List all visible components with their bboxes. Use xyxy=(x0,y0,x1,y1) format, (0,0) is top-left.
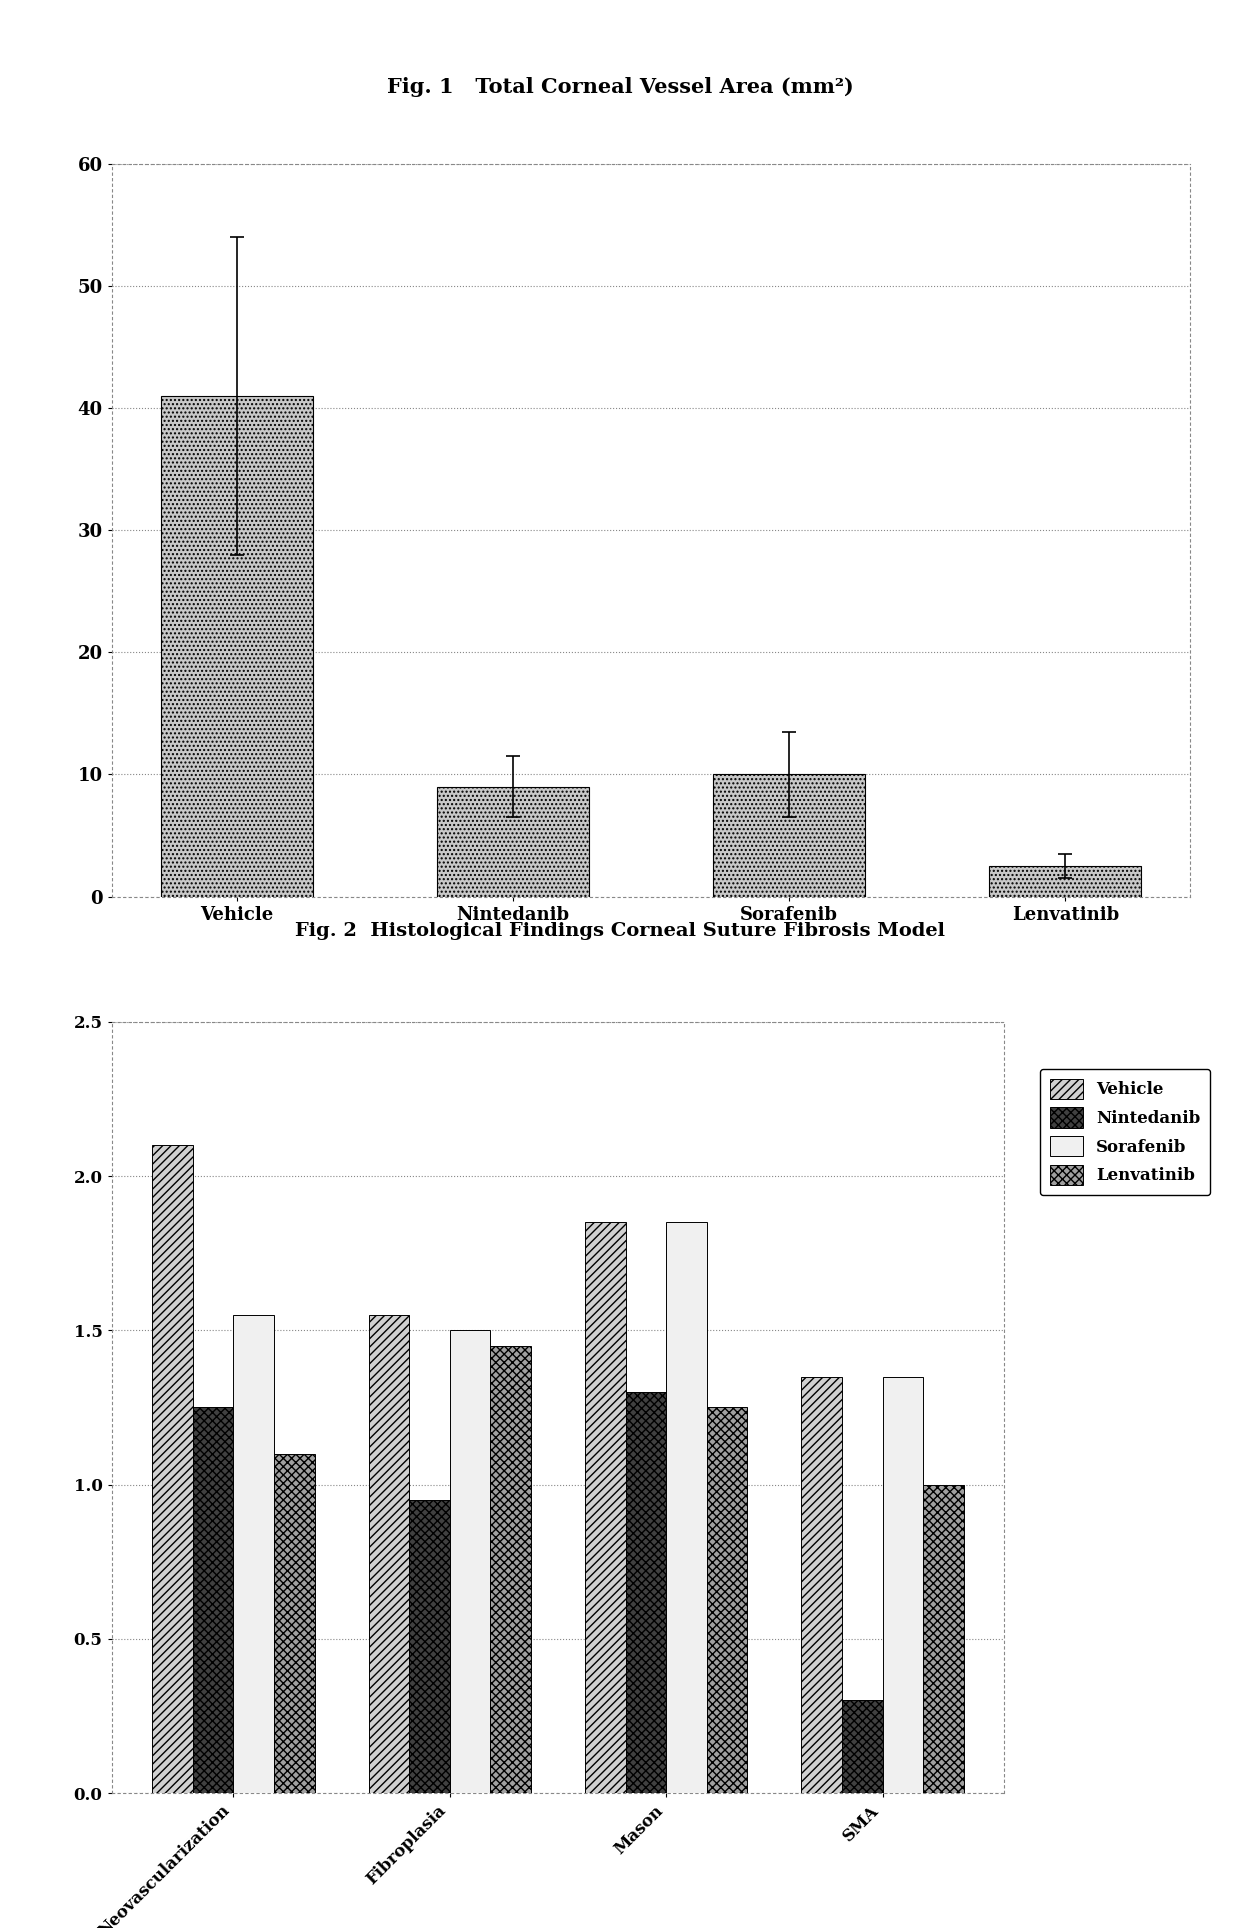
Bar xyxy=(368,1315,409,1793)
Legend: Vehicle, Nintedanib, Sorafenib, Lenvatinib: Vehicle, Nintedanib, Sorafenib, Lenvatin… xyxy=(1039,1068,1210,1195)
Bar xyxy=(883,1377,924,1793)
Bar xyxy=(842,1700,883,1793)
Bar xyxy=(707,1407,748,1793)
Bar xyxy=(192,1407,233,1793)
Bar xyxy=(161,395,312,897)
Bar xyxy=(713,775,866,897)
Bar xyxy=(924,1485,963,1793)
Bar xyxy=(153,1145,192,1793)
Bar xyxy=(450,1330,490,1793)
Bar xyxy=(274,1454,315,1793)
Bar xyxy=(409,1500,450,1793)
Bar xyxy=(990,866,1141,897)
Bar xyxy=(801,1377,842,1793)
Text: Fig. 2  Histological Findings Corneal Suture Fibrosis Model: Fig. 2 Histological Findings Corneal Sut… xyxy=(295,922,945,941)
Bar xyxy=(490,1346,531,1793)
Bar xyxy=(666,1222,707,1793)
Bar xyxy=(585,1222,626,1793)
Text: Fig. 1   Total Corneal Vessel Area (mm²): Fig. 1 Total Corneal Vessel Area (mm²) xyxy=(387,77,853,96)
Bar xyxy=(436,787,589,897)
Bar xyxy=(233,1315,274,1793)
Bar xyxy=(626,1392,666,1793)
